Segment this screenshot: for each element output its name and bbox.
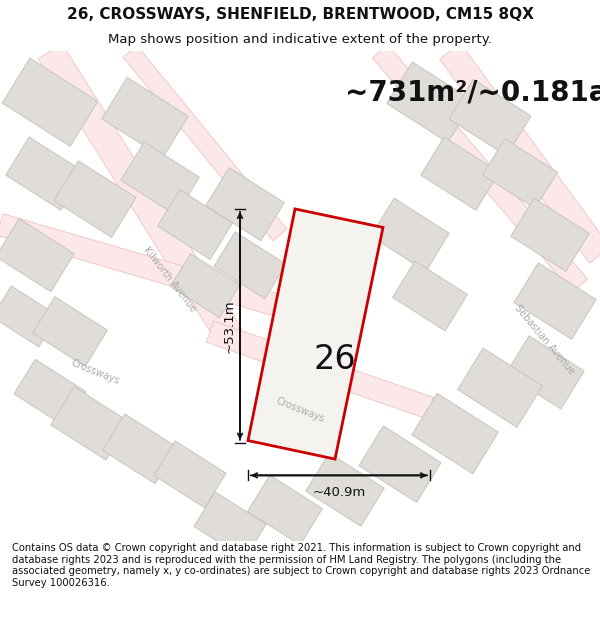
Polygon shape <box>359 426 441 503</box>
Polygon shape <box>421 137 499 210</box>
Polygon shape <box>412 393 498 474</box>
Polygon shape <box>206 321 434 419</box>
Polygon shape <box>440 43 600 263</box>
Text: ~40.9m: ~40.9m <box>313 486 365 499</box>
Polygon shape <box>54 161 136 238</box>
Polygon shape <box>103 414 178 484</box>
Polygon shape <box>449 79 531 156</box>
Polygon shape <box>158 189 232 259</box>
Text: Crossways: Crossways <box>274 396 326 424</box>
Polygon shape <box>506 336 584 409</box>
Polygon shape <box>14 359 86 426</box>
Polygon shape <box>2 58 98 146</box>
Polygon shape <box>0 219 74 292</box>
Text: Sebastian Avenue: Sebastian Avenue <box>513 302 577 376</box>
Polygon shape <box>154 441 226 508</box>
Polygon shape <box>121 142 199 215</box>
Polygon shape <box>0 214 283 317</box>
Polygon shape <box>387 62 473 142</box>
Polygon shape <box>38 44 242 344</box>
Text: ~731m²/~0.181ac.: ~731m²/~0.181ac. <box>345 78 600 106</box>
Polygon shape <box>51 387 129 460</box>
Polygon shape <box>6 137 84 210</box>
Polygon shape <box>102 78 188 158</box>
Polygon shape <box>214 232 286 299</box>
Polygon shape <box>248 209 383 459</box>
Text: Contains OS data © Crown copyright and database right 2021. This information is : Contains OS data © Crown copyright and d… <box>12 543 590 588</box>
Polygon shape <box>0 286 58 347</box>
Polygon shape <box>511 198 589 271</box>
Text: 26, CROSSWAYS, SHENFIELD, BRENTWOOD, CM15 8QX: 26, CROSSWAYS, SHENFIELD, BRENTWOOD, CM1… <box>67 7 533 22</box>
Polygon shape <box>306 453 384 526</box>
Polygon shape <box>482 139 557 209</box>
Text: Crossways: Crossways <box>69 357 121 386</box>
Text: 26: 26 <box>314 343 356 376</box>
Polygon shape <box>206 168 284 241</box>
Polygon shape <box>371 198 449 271</box>
Text: Map shows position and indicative extent of the property.: Map shows position and indicative extent… <box>108 34 492 46</box>
Polygon shape <box>514 262 596 339</box>
Polygon shape <box>392 261 467 331</box>
Polygon shape <box>373 44 587 292</box>
Polygon shape <box>248 475 322 545</box>
Polygon shape <box>32 297 107 366</box>
Polygon shape <box>194 492 266 559</box>
Polygon shape <box>170 254 239 318</box>
Text: Kilworth Avenue: Kilworth Avenue <box>142 246 199 314</box>
Text: ~53.1m: ~53.1m <box>223 299 236 352</box>
Polygon shape <box>123 46 287 241</box>
Polygon shape <box>458 348 542 428</box>
